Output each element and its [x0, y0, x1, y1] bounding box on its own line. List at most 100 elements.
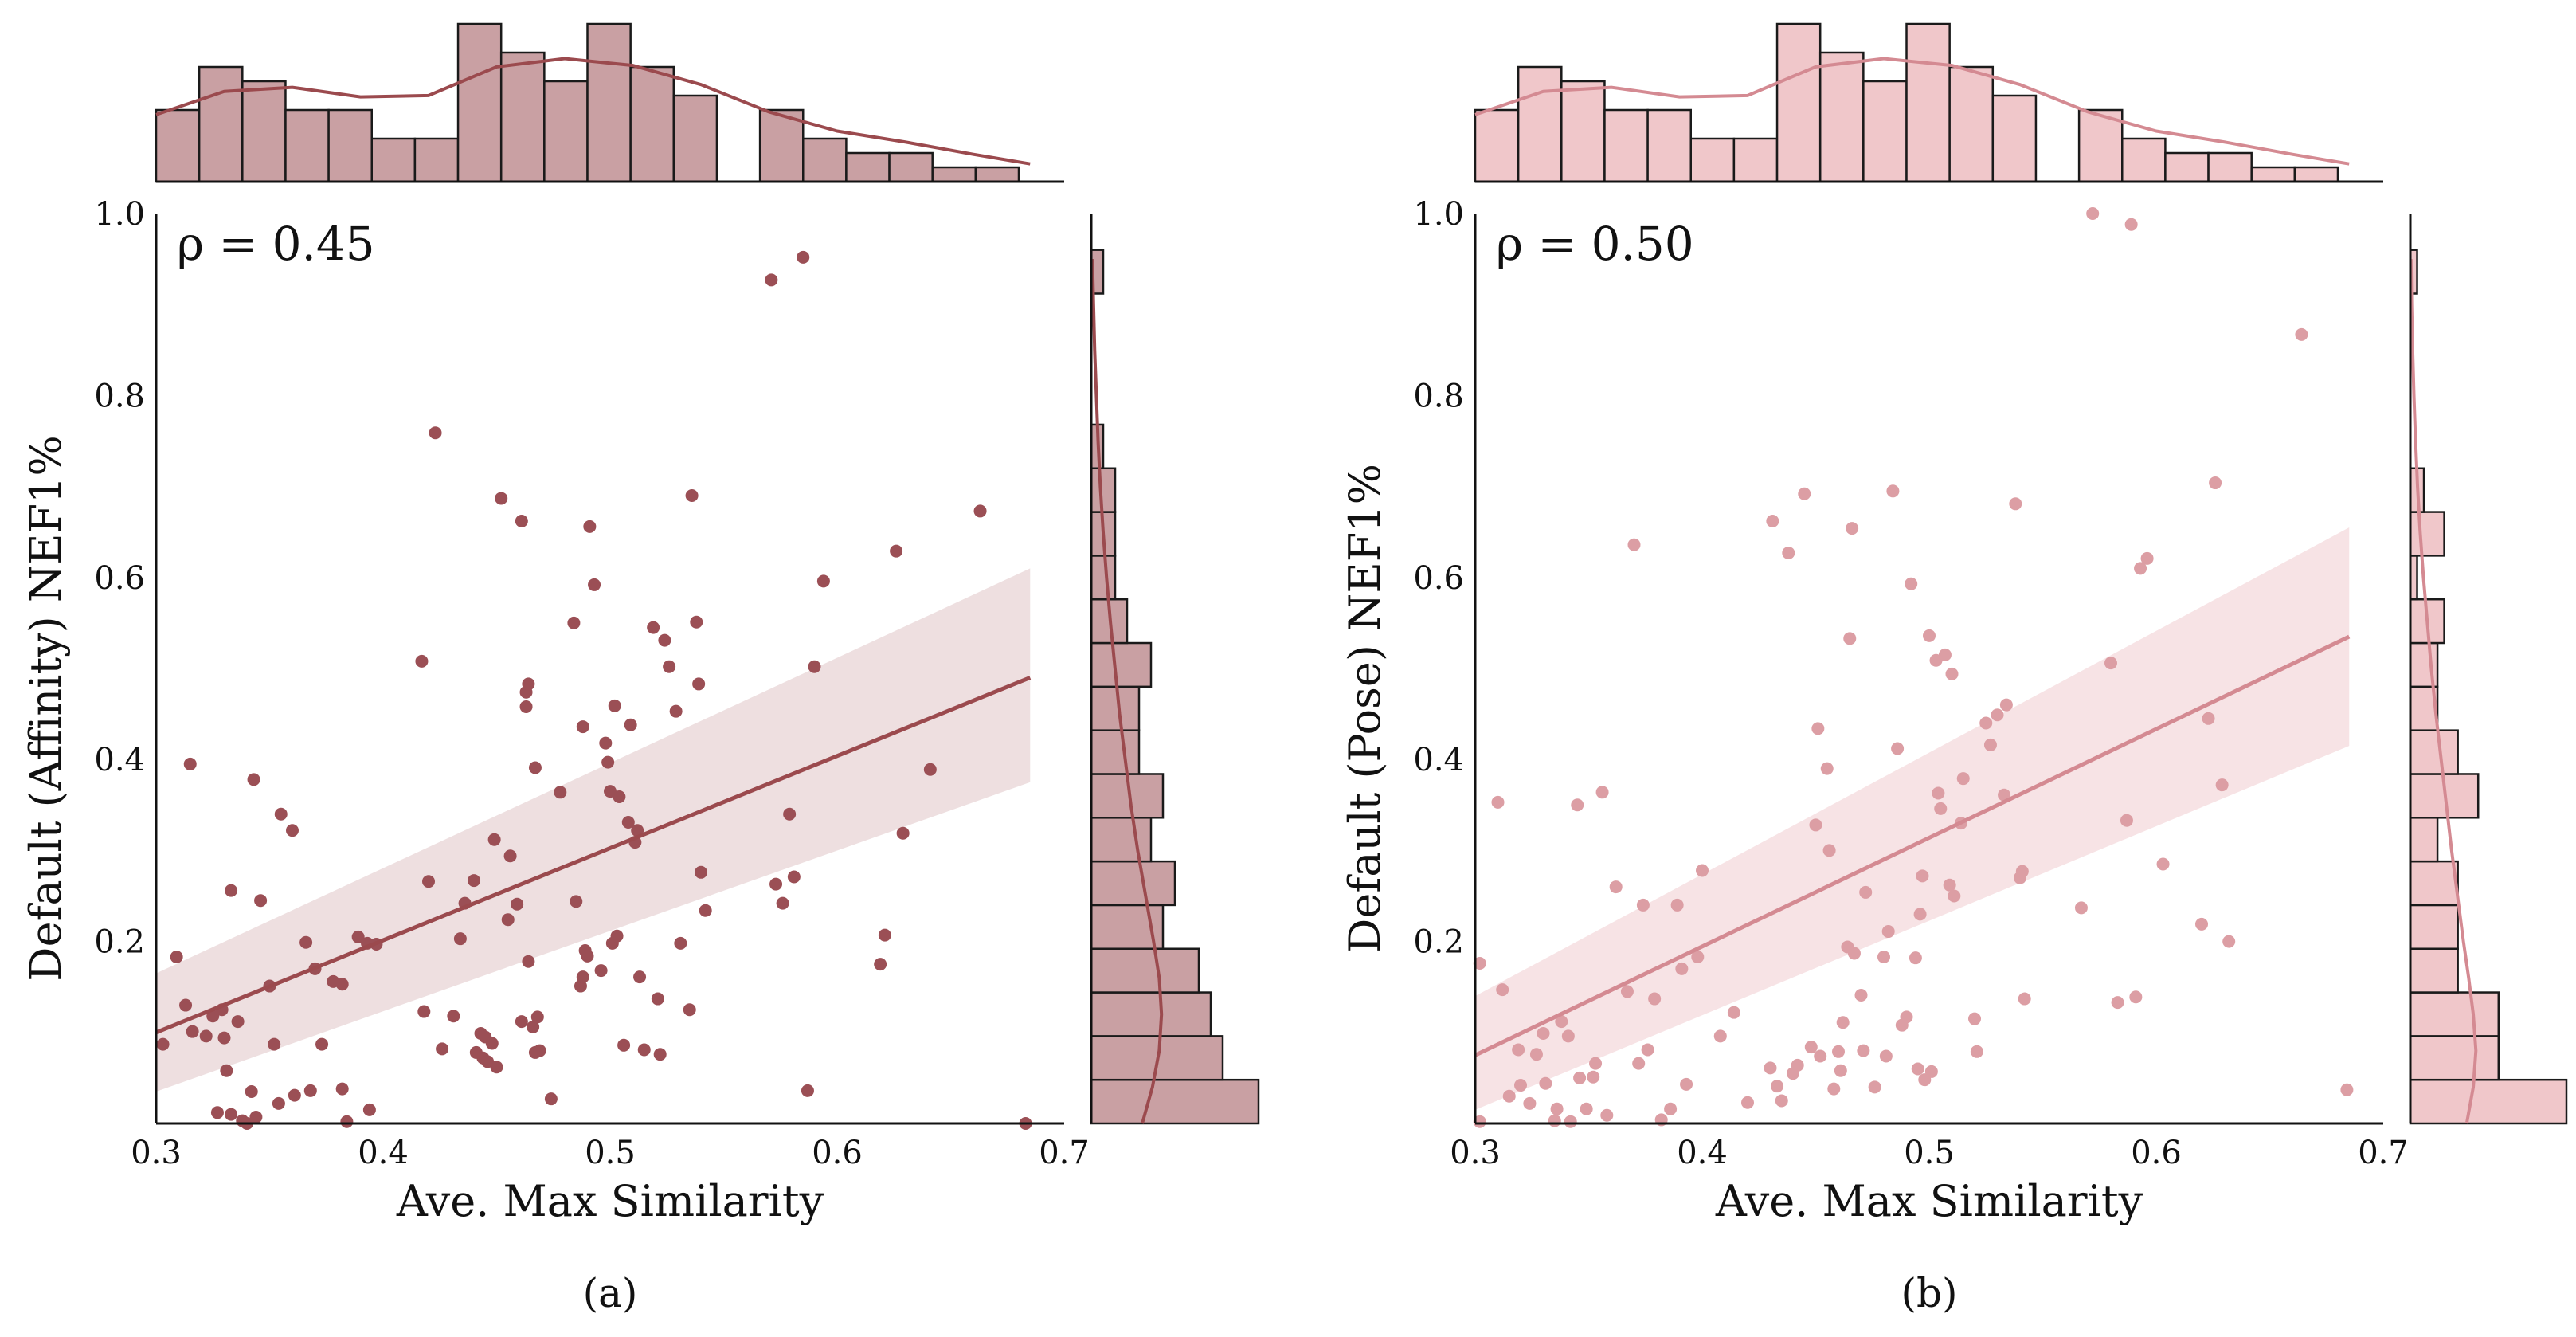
scatter-point: [1766, 514, 1779, 527]
histogram-bar: [198, 65, 244, 183]
scatter-point: [511, 897, 524, 911]
scatter-point: [801, 1084, 814, 1097]
scatter-point: [973, 504, 987, 518]
histogram-bar: [2409, 860, 2459, 907]
histogram-bar: [586, 22, 632, 183]
scatter-point: [422, 875, 435, 888]
x-tick-label: 0.6: [812, 1135, 863, 1171]
scatter-point: [2018, 992, 2031, 1006]
scatter-point: [787, 870, 801, 884]
histogram-bar: [2409, 729, 2459, 775]
scatter-point: [769, 877, 783, 891]
scatter-point: [447, 1010, 460, 1023]
scatter-point: [495, 492, 508, 505]
histogram-bar: [1090, 1078, 1260, 1125]
scatter-point: [878, 928, 891, 942]
scatter-point: [1636, 898, 1650, 912]
scatter-point: [429, 426, 442, 440]
histogram-bar: [672, 94, 718, 183]
scatter-point: [274, 807, 288, 821]
scatter-point: [1564, 1115, 1577, 1128]
scatter-point: [2195, 917, 2208, 931]
regression-line: [1474, 634, 2351, 1057]
scatter-point: [544, 1092, 558, 1106]
scatter-point: [599, 736, 613, 750]
scatter-point: [468, 874, 480, 888]
scatter-point: [808, 660, 821, 673]
scatter-point: [186, 1025, 199, 1038]
scatter-point: [1587, 1070, 1600, 1084]
scatter-point: [1900, 1010, 1913, 1024]
confidence-band: [1475, 527, 2350, 1110]
scatter-point: [1843, 632, 1857, 645]
scatter-point: [2009, 497, 2022, 511]
scatter-point: [453, 932, 467, 946]
histogram-bar: [1090, 860, 1176, 907]
scatter-point: [1664, 1102, 1678, 1115]
scatter-point: [1909, 951, 1922, 965]
histogram-bar: [327, 108, 374, 183]
histogram-bar: [456, 22, 503, 183]
scatter-point: [1859, 885, 1873, 899]
histogram-bar: [1818, 51, 1865, 183]
scatter-point: [522, 955, 535, 968]
scatter-point: [1822, 844, 1836, 857]
scatter-point: [1514, 1079, 1527, 1092]
scatter-point: [2295, 327, 2308, 341]
scatter-point: [268, 1037, 281, 1051]
scatter-point: [783, 807, 797, 821]
y-tick-label: 0.6: [1413, 560, 1464, 597]
y-tick-label: 0.2: [94, 924, 145, 961]
histogram-bar: [1775, 22, 1822, 183]
scatter-point: [515, 514, 528, 527]
scatter-point: [1943, 878, 1956, 892]
histogram-bar: [499, 51, 546, 183]
scatter-point: [1905, 577, 1918, 590]
scatter-point: [1857, 1044, 1870, 1057]
scatter-point: [617, 1038, 631, 1052]
x-tick-label: 0.5: [585, 1135, 636, 1171]
scatter-point: [1834, 1064, 1847, 1077]
scatter-point: [1539, 1076, 1552, 1090]
scatter-point: [487, 833, 501, 846]
scatter-point: [183, 757, 197, 770]
scatter-point: [2120, 814, 2133, 827]
histogram-bar: [2409, 904, 2459, 950]
histogram-bar: [2409, 1035, 2500, 1081]
scatter-point: [690, 615, 703, 629]
scatter-point: [2340, 1083, 2354, 1096]
scatter-point: [156, 1037, 170, 1051]
histogram-bar: [2409, 1078, 2568, 1125]
scatter-point: [179, 998, 193, 1012]
scatter-point: [576, 720, 589, 734]
scatter-point: [1691, 951, 1705, 964]
scatter-point: [249, 1111, 263, 1124]
histogram-bar: [1560, 80, 1606, 183]
scatter-point: [1782, 546, 1795, 559]
scatter-point: [1945, 667, 1959, 680]
scatter-point: [286, 824, 299, 837]
scatter-point: [533, 1044, 546, 1057]
x-axis-label: Ave. Max Similarity: [1715, 1176, 2143, 1226]
scatter-point: [1948, 889, 1961, 903]
scatter-point: [923, 763, 937, 776]
kde-curve: [1474, 57, 2350, 166]
scatter-point: [351, 930, 365, 943]
scatter-point: [594, 964, 608, 978]
scatter-point: [2074, 901, 2088, 915]
scatter-point: [335, 978, 349, 991]
scatter-point: [674, 936, 687, 950]
histogram-bar: [1090, 685, 1141, 731]
scatter-point: [501, 913, 515, 927]
x-tick-label: 0.7: [2358, 1135, 2409, 1171]
scatter-point: [272, 1096, 285, 1110]
histogram-bar: [284, 108, 330, 183]
scatter-point: [1491, 795, 1505, 809]
scatter-point: [658, 633, 671, 647]
kde-curve: [155, 57, 1031, 166]
scatter-point: [1555, 1015, 1568, 1029]
scatter-point: [669, 704, 683, 718]
scatter-point: [2124, 218, 2138, 231]
scatter-point: [797, 250, 810, 264]
scatter-point: [1589, 1057, 1603, 1070]
